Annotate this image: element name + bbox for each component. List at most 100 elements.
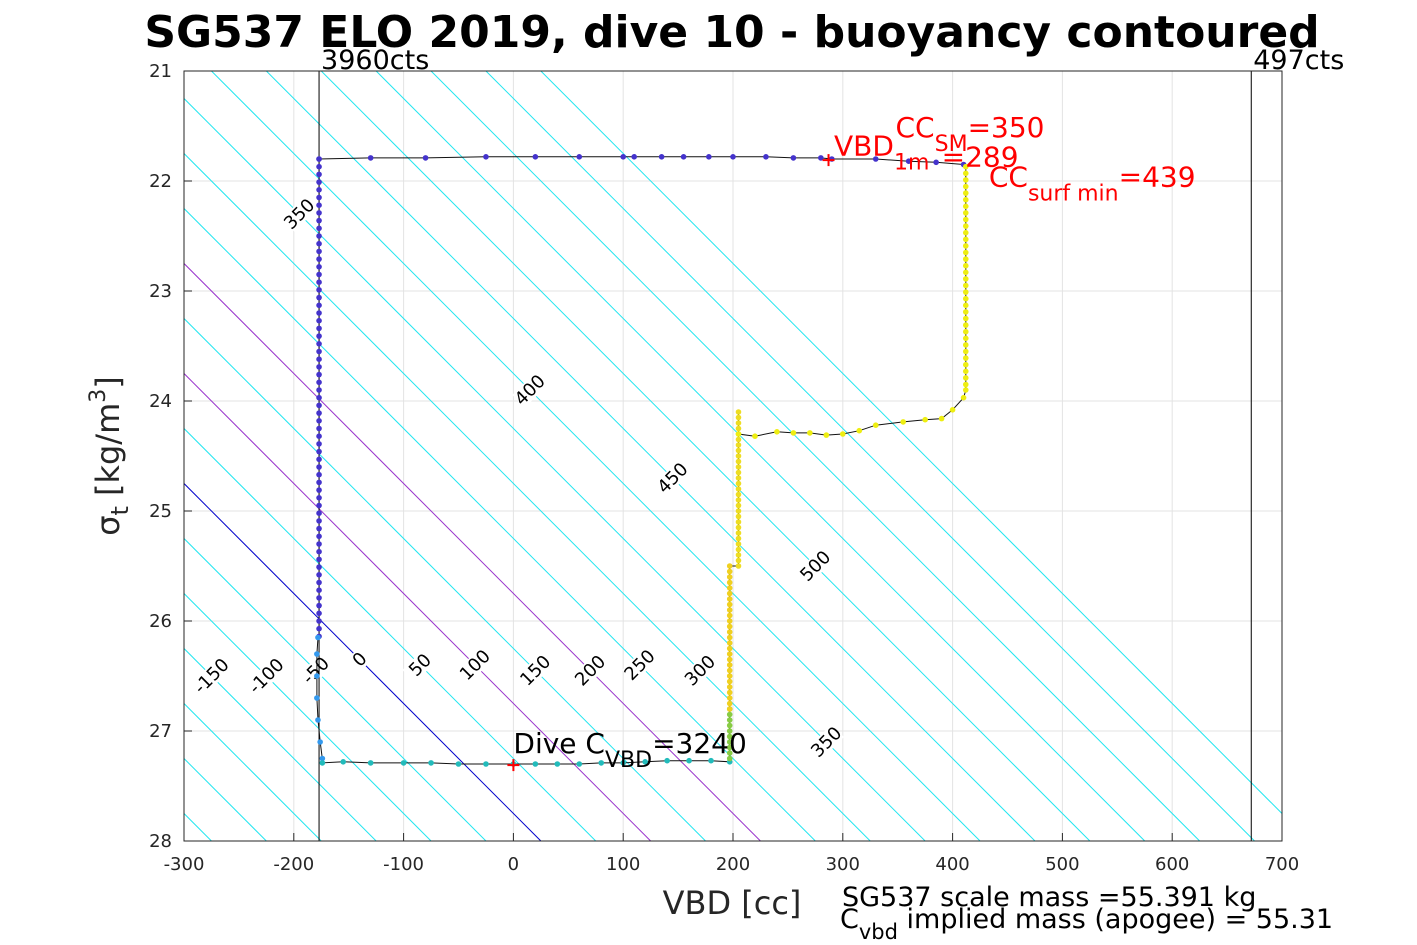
y-tick-label: 23: [149, 281, 172, 302]
data-point: [856, 427, 863, 434]
footer-cvbd-subscript: vbd: [859, 920, 898, 944]
data-point: [576, 761, 583, 767]
data-point: [962, 328, 969, 335]
contour-label-background: [457, 647, 493, 683]
data-point: [735, 453, 742, 459]
annotation-value: =350: [968, 111, 1045, 144]
data-point: [726, 673, 733, 679]
data-point: [818, 155, 824, 161]
data-point: [726, 689, 733, 696]
annotation-base: VBD: [834, 130, 894, 163]
footer-implied-mass: Cvbd implied mass (apogee) = 55.31: [840, 904, 1333, 944]
data-point: [735, 546, 742, 553]
data-point: [316, 225, 322, 232]
contour-label-background: [517, 652, 554, 689]
contour-label-background: [84, 658, 119, 693]
annotation-text: CCSM=350: [896, 111, 1045, 157]
data-point: [962, 243, 969, 249]
data-point: [316, 471, 322, 478]
contour-label: 250: [93, 118, 132, 157]
data-point: [962, 236, 969, 243]
footer-cvbd-symbol: C: [840, 904, 859, 935]
data-point: [316, 595, 322, 601]
footer-scale-mass: SG537 scale mass =55.391 kg: [842, 882, 1256, 913]
data-point: [962, 289, 969, 295]
data-point: [726, 601, 733, 608]
y-tick-label: 26: [149, 611, 172, 632]
data-point: [483, 761, 489, 767]
x-axis-label: VBD [cc]: [663, 884, 802, 922]
data-point: [735, 557, 742, 564]
series-descent: [316, 156, 322, 640]
data-point: [316, 194, 322, 201]
data-point: [726, 596, 733, 602]
data-point: [316, 556, 322, 563]
y-axis-label-symbol: σ: [89, 515, 127, 535]
data-point: [962, 381, 969, 388]
data-point: [316, 287, 322, 293]
annotation-base: CC: [896, 111, 935, 144]
data-point: [962, 269, 969, 276]
data-point: [962, 229, 969, 236]
data-point: [316, 310, 322, 316]
data-point: [735, 480, 742, 487]
contour-label-background: [797, 548, 834, 584]
data-point: [316, 487, 322, 493]
series-mixed: [962, 163, 969, 388]
contour-label: 200: [39, 118, 78, 157]
data-point: [726, 750, 733, 756]
data-point: [962, 348, 969, 355]
series-surface: [316, 154, 967, 168]
data-point: [962, 183, 969, 190]
data-point: [316, 479, 322, 486]
data-point: [319, 755, 326, 762]
data-point: [316, 572, 322, 578]
data-point: [316, 240, 322, 247]
annotation-subscript: VBD: [605, 748, 652, 773]
contour-label-background: [95, 119, 130, 154]
buoyancy-contour-line: [184, 317, 706, 841]
annotation-text: VBD1m: [834, 130, 929, 176]
data-point: [658, 154, 665, 160]
buoyancy-contour-line: [0, 71, 102, 841]
contour-label-background: [512, 372, 548, 408]
data-point: [735, 552, 742, 558]
data-point: [316, 625, 322, 632]
svg-text:σt[kg/m3]: σt [kg/m3]: [86, 376, 134, 535]
data-point: [735, 530, 742, 536]
data-point: [316, 379, 322, 386]
data-point: [962, 282, 969, 289]
buoyancy-contour-line: [184, 97, 926, 841]
data-point: [730, 154, 736, 160]
annotation-subscript: 1m: [894, 151, 929, 176]
data-point: [400, 760, 407, 766]
data-point: [620, 760, 626, 766]
data-point: [631, 154, 637, 160]
data-point: [962, 368, 969, 375]
data-point: [316, 410, 322, 416]
buoyancy-contour-line: [320, 71, 1091, 841]
data-point: [763, 154, 769, 160]
data-point: [532, 761, 539, 767]
data-point: [735, 513, 742, 520]
data-point: [962, 216, 969, 223]
contour-label-background: [682, 652, 718, 689]
data-point: [726, 634, 733, 641]
data-point: [316, 433, 322, 440]
x-tick-label: 300: [826, 854, 860, 875]
data-point: [735, 524, 742, 531]
contour-label-background: [808, 724, 845, 760]
data-point: [872, 156, 879, 162]
data-point: [905, 158, 912, 164]
annotation-text: CCsurf min=439: [989, 161, 1196, 207]
buoyancy-contour-line: [430, 71, 1201, 841]
dive-data-points: [314, 154, 969, 772]
data-point: [316, 217, 322, 224]
data-point: [735, 409, 742, 415]
y-tick-label: 27: [149, 721, 172, 742]
data-point: [316, 464, 322, 470]
data-point: [316, 610, 322, 617]
y-tick-label: 22: [149, 171, 172, 192]
data-point: [962, 361, 969, 368]
buoyancy-contour-line: [184, 592, 432, 841]
